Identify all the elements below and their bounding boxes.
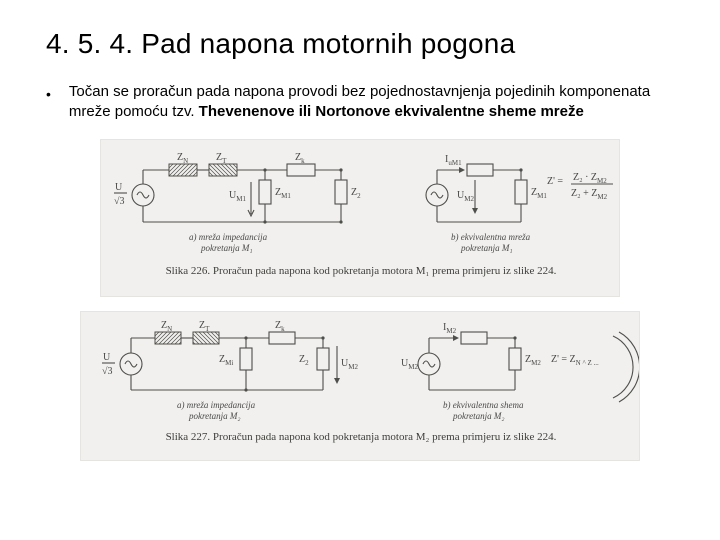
svg-text:ZN: ZN bbox=[161, 320, 172, 333]
svg-text:Z₂ · ZM2: Z₂ · ZM2 bbox=[573, 172, 607, 185]
figure-227: U √3 ZN ZT Zk bbox=[80, 311, 640, 461]
svg-text:Z2: Z2 bbox=[351, 187, 361, 200]
svg-text:U: U bbox=[115, 182, 123, 193]
svg-text:pokretanja M₂: pokretanja M₂ bbox=[188, 411, 241, 421]
bullet-marker: • bbox=[46, 82, 51, 104]
svg-text:UM2: UM2 bbox=[401, 358, 418, 371]
bullet-text-bold: Thevenenove ili Nortonove ekvivalentne s… bbox=[199, 103, 584, 120]
svg-text:Z' =: Z' = bbox=[547, 176, 563, 187]
bullet-text: Točan se proračun pada napona provodi be… bbox=[69, 82, 664, 123]
svg-text:Z2: Z2 bbox=[299, 354, 309, 367]
svg-text:b) ekvivalentna mreža: b) ekvivalentna mreža bbox=[451, 232, 531, 242]
circuit-diagram-2: U √3 ZN ZT Zk bbox=[81, 312, 640, 461]
svg-text:pokretanja M₂: pokretanja M₂ bbox=[452, 411, 505, 421]
svg-text:√3: √3 bbox=[102, 366, 113, 377]
slide-title: 4. 5. 4. Pad napona motornih pogona bbox=[46, 28, 674, 60]
svg-text:b) ekvivalentna shema: b) ekvivalentna shema bbox=[443, 400, 524, 410]
svg-text:IuM1: IuM1 bbox=[445, 154, 462, 167]
svg-text:a) mreža impedancija: a) mreža impedancija bbox=[177, 400, 256, 410]
svg-text:√3: √3 bbox=[114, 196, 125, 207]
svg-text:ZM1: ZM1 bbox=[275, 187, 291, 200]
svg-text:a) mreža impedancija: a) mreža impedancija bbox=[189, 232, 268, 242]
svg-text:Z₂ + ZM2: Z₂ + ZM2 bbox=[571, 188, 608, 201]
svg-text:UM2: UM2 bbox=[457, 190, 474, 203]
slide: 4. 5. 4. Pad napona motornih pogona • To… bbox=[0, 0, 720, 540]
svg-text:Slika 227. Proračun pada napon: Slika 227. Proračun pada napona kod pokr… bbox=[166, 431, 557, 443]
bullet-item: • Točan se proračun pada napona provodi … bbox=[46, 82, 674, 123]
svg-text:ZM2: ZM2 bbox=[525, 354, 541, 367]
svg-text:Zk: Zk bbox=[275, 320, 285, 333]
svg-text:UM1: UM1 bbox=[229, 190, 246, 203]
figure-226: U √3 ZN ZT Zk bbox=[100, 139, 620, 297]
svg-text:pokretanja M₁: pokretanja M₁ bbox=[200, 243, 253, 253]
figures-container: U √3 ZN ZT Zk bbox=[46, 139, 674, 461]
svg-text:Slika 226. Proračun pada napon: Slika 226. Proračun pada napona kod pokr… bbox=[166, 265, 557, 277]
svg-text:ZMi: ZMi bbox=[219, 354, 233, 367]
circuit-diagram-1: U √3 ZN ZT Zk bbox=[101, 140, 620, 297]
svg-text:Z' = ZN ^ Z ...: Z' = ZN ^ Z ... bbox=[551, 354, 599, 367]
svg-text:U: U bbox=[103, 352, 111, 363]
svg-text:ZT: ZT bbox=[216, 152, 227, 165]
svg-text:IM2: IM2 bbox=[443, 322, 457, 335]
svg-text:pokretanja M₁: pokretanja M₁ bbox=[460, 243, 513, 253]
svg-text:ZM1: ZM1 bbox=[531, 187, 547, 200]
svg-text:ZT: ZT bbox=[199, 320, 210, 333]
svg-text:ZN: ZN bbox=[177, 152, 188, 165]
svg-text:UM2: UM2 bbox=[341, 358, 358, 371]
svg-text:Zk: Zk bbox=[295, 152, 305, 165]
